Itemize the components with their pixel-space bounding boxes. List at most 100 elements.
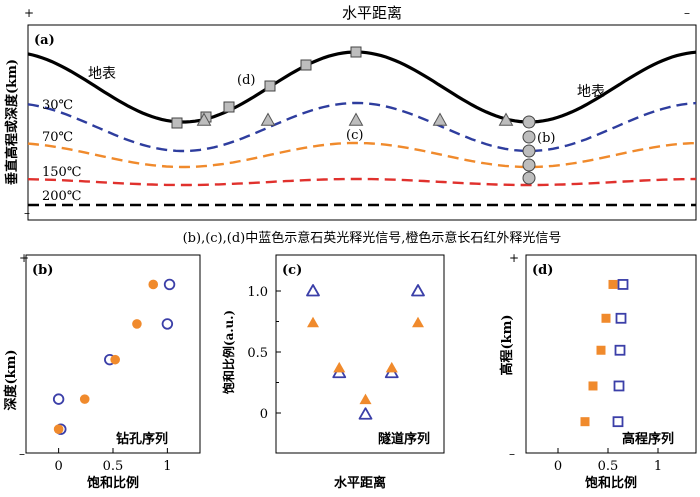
- panel-d-point-s1-3: [614, 344, 626, 356]
- borehole-circle-4: [522, 158, 536, 172]
- panel-d-minus: –: [509, 447, 515, 461]
- isotherm-30: [27, 101, 697, 153]
- surface-label-left: 地表: [88, 66, 116, 82]
- panel-b-ylabel: 深度(km): [3, 349, 19, 410]
- elevation-square-1: [171, 117, 183, 129]
- figure-caption: (b),(c),(d)中蓝色示意石英光释光信号,橙色示意长石红外释光信号: [183, 230, 562, 246]
- panel-b-point-s2-3: [110, 354, 120, 365]
- panel-c-points: [306, 284, 425, 420]
- panel-d-ylabel: 高程(km): [499, 314, 515, 375]
- panel-b-series-label: 钻孔序列: [116, 431, 168, 447]
- panel-c-label: (c): [282, 263, 302, 278]
- panel-c-point-s2-2: [333, 361, 346, 373]
- panel-d-points: [580, 279, 629, 428]
- elevation-square-5: [300, 59, 312, 71]
- borehole-circle-2: [522, 130, 536, 144]
- panel-d-xtick-label-0: 0: [554, 459, 562, 474]
- panel-b-xtick-label-1: 0.5: [103, 459, 124, 474]
- sample-label-b: (b): [537, 131, 555, 146]
- isotherm-label-70: 70℃: [42, 130, 73, 145]
- panel-d-point-s1-4: [613, 380, 625, 392]
- panel-b-xtick-label-2: 1: [163, 459, 171, 474]
- panel-c-ytick-label-2: 1.0: [247, 285, 268, 300]
- panel-b-point-s2-2: [132, 319, 142, 329]
- panel-d-xtick-label-2: 1: [654, 459, 662, 474]
- panel-c-ytick-label-1: 0.5: [247, 346, 268, 361]
- panel-d-xlabel: 饱和比例: [584, 475, 637, 491]
- panel-d-label: (d): [532, 263, 553, 278]
- panel-c-point-s2-3: [359, 393, 372, 405]
- isotherm-label-150: 150℃: [42, 165, 81, 180]
- panel-b-point-s1-4: [52, 393, 65, 405]
- panel-a-frame: [27, 24, 697, 221]
- panel-c-point-s1-3: [358, 407, 373, 420]
- panel-b-xlabel: 饱和比例: [86, 475, 139, 491]
- panel-b-minus: –: [19, 447, 25, 461]
- minus-bottom-left: –: [24, 206, 30, 220]
- panel-d-plus: +: [509, 251, 519, 265]
- panel-b-plus: +: [19, 251, 29, 265]
- elevation-square-4: [264, 80, 276, 92]
- panel-d-xtick-label-1: 0.5: [598, 459, 619, 474]
- borehole-sample-markers: [522, 115, 536, 185]
- panel-b-point-s1-1: [163, 278, 176, 291]
- elevation-square-3: [223, 101, 235, 113]
- panel-c-series-label: 隧道序列: [378, 431, 430, 447]
- sample-label-d: (d): [237, 73, 255, 88]
- panel-c-ytick-label-0: 0: [260, 407, 268, 422]
- panel-a-label: (a): [34, 33, 55, 48]
- ground-surface-line: [27, 50, 697, 124]
- panel-b-xtick-label-0: 0: [54, 459, 62, 474]
- panel-b-point-s2-5: [53, 424, 64, 435]
- panel-b-point-s2-4: [79, 394, 90, 404]
- panel-d-point-s2-4: [588, 381, 598, 391]
- panel-c: (c) 饱和比例(a.u.) 隧道序列 0 0.5 1.0 水平距离: [221, 254, 445, 491]
- panel-b-label: (b): [32, 263, 53, 278]
- panel-a-ylabel: 垂直高程或深度(km): [4, 59, 20, 185]
- panel-d-point-s2-1: [608, 279, 618, 289]
- panel-c-ylabel: 饱和比例(a.u.): [221, 310, 236, 394]
- panel-d-point-s2-5: [580, 417, 590, 427]
- panel-b-point-s2-1: [148, 279, 159, 290]
- isotherm-label-200: 200℃: [42, 189, 81, 204]
- tunnel-triangle-4: [432, 112, 448, 126]
- panel-c-xlabel: 水平距离: [334, 475, 386, 491]
- panel-d-series-label: 高程序列: [622, 431, 674, 447]
- panel-a-title: 水平距离: [342, 4, 402, 22]
- tunnel-triangle-5: [498, 112, 514, 126]
- tunnel-triangle-2: [260, 112, 276, 126]
- panel-c-point-s1-1: [306, 284, 320, 297]
- tunnel-triangle-3: [348, 112, 364, 126]
- panel-d-xticks: 0 0.5 1: [554, 448, 662, 474]
- panel-d-frame: [525, 254, 697, 454]
- tunnel-triangle-1: [196, 112, 212, 126]
- isotherm-150: [27, 177, 697, 187]
- panel-d-point-s1-2: [615, 312, 627, 324]
- isotherm-label-30: 30℃: [42, 98, 73, 113]
- surface-label-right: 地表: [577, 84, 605, 100]
- panel-b-xticks: 0 0.5 1: [54, 448, 172, 474]
- borehole-circle-3: [522, 144, 536, 158]
- panel-d: + – (d) 高程(km) 高程序列 0 0.5 1 饱和比例: [499, 251, 697, 491]
- panel-c-point-s2-4: [385, 361, 398, 373]
- panel-c-yticks: 0 0.5 1.0: [247, 285, 281, 422]
- elevation-square-6: [350, 46, 362, 58]
- plus-top-left: +: [24, 6, 34, 20]
- panel-b-points: [52, 278, 176, 435]
- panel-a: + – 水平距离 (a) 垂直高程或深度(km) 30℃ 70℃ 150℃ 20…: [4, 4, 697, 221]
- borehole-circle-5: [522, 171, 536, 185]
- panel-d-point-s1-1: [617, 279, 629, 290]
- panel-c-point-s2-1: [307, 316, 319, 328]
- panel-c-frame: [275, 254, 445, 454]
- tunnel-sample-markers: [196, 112, 514, 126]
- panel-d-point-s1-5: [612, 416, 624, 428]
- borehole-circle-1: [522, 115, 536, 129]
- panel-b: + – (b) 深度(km) 钻孔序列 0 0.5 1 饱和比例: [3, 251, 201, 491]
- minus-top-right: –: [684, 6, 690, 20]
- panel-b-point-s1-2: [161, 318, 174, 330]
- panel-d-point-s2-2: [601, 313, 611, 323]
- panel-d-point-s2-3: [596, 345, 606, 355]
- sample-label-c: (c): [346, 128, 363, 143]
- panel-c-point-s1-5: [411, 284, 425, 297]
